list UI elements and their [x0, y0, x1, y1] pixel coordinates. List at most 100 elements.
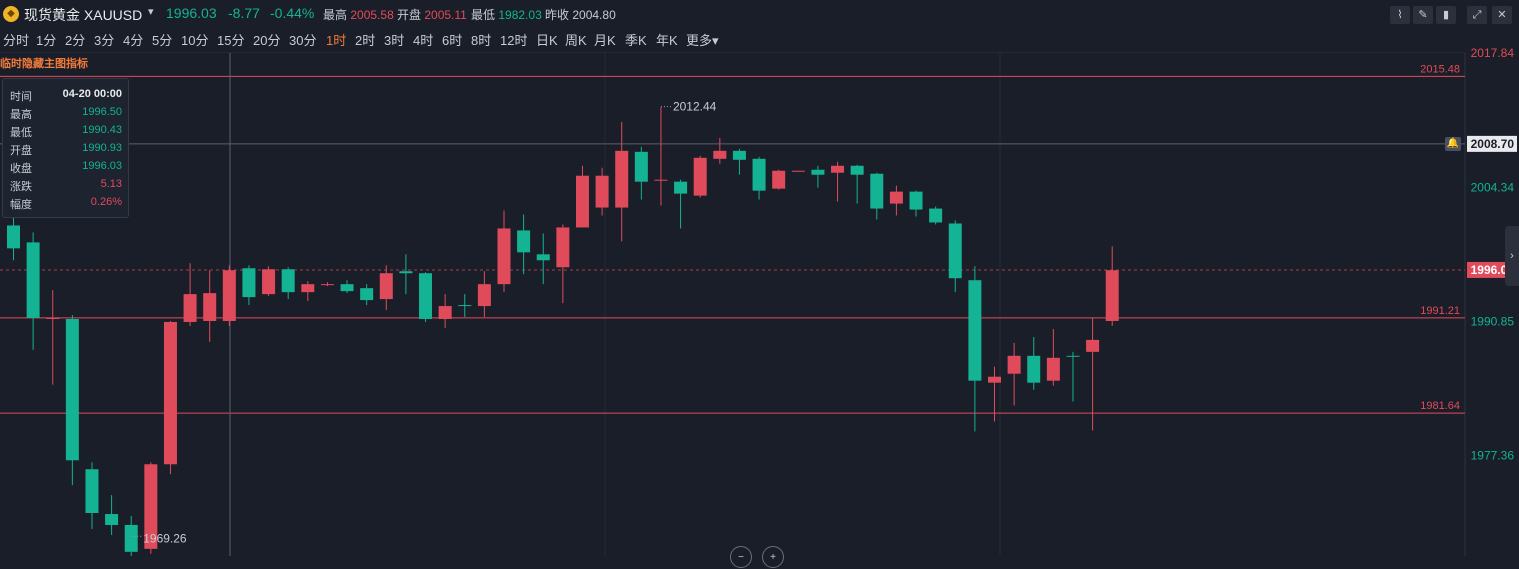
candle-body	[163, 321, 177, 465]
y-axis-tick: 1990.85	[1471, 314, 1515, 328]
period-13[interactable]: 4时	[413, 33, 434, 48]
close-icon[interactable]: ✕	[1492, 6, 1512, 24]
tooltip-key: 最低	[10, 127, 32, 139]
tooltip-value: 1990.93	[82, 142, 122, 154]
last-price: 1996.03	[166, 5, 217, 21]
period-7[interactable]: 15分	[217, 33, 245, 48]
max-label: 2012.44	[673, 100, 717, 114]
line-chart-icon[interactable]: ⌇	[1390, 6, 1410, 24]
period-12[interactable]: 3时	[384, 33, 405, 48]
candle-body	[811, 169, 825, 175]
period-5[interactable]: 5分	[152, 33, 173, 48]
candle-body	[183, 294, 197, 322]
period-19[interactable]: 月K	[594, 33, 616, 48]
tooltip-key: 时间	[10, 91, 32, 103]
stat-prev-value: 2004.80	[572, 8, 616, 22]
instrument-title[interactable]: 现货黄金 XAUUSD	[24, 5, 142, 25]
gold-coin-icon: ◆	[3, 6, 19, 22]
candle-body	[1086, 339, 1100, 352]
period-10[interactable]: 1时	[326, 33, 347, 48]
tooltip-value: 04-20 00:00	[62, 88, 122, 100]
period-14[interactable]: 6时	[442, 33, 463, 48]
y-axis-tick: 1977.36	[1471, 449, 1515, 463]
fullscreen-icon[interactable]: ⤢	[1467, 6, 1487, 24]
stat-open-label: 开盘	[397, 8, 422, 22]
period-2[interactable]: 2分	[65, 33, 86, 48]
candle-body	[595, 175, 609, 208]
period-0[interactable]: 分时	[3, 33, 30, 48]
candle-body	[340, 284, 354, 292]
candle-body	[1027, 355, 1041, 383]
price-change: -8.77	[228, 5, 260, 21]
tooltip-key: 最高	[10, 109, 32, 121]
stat-high-label: 最高	[323, 8, 348, 22]
candle-body	[144, 464, 158, 549]
candle-body	[1066, 355, 1080, 357]
bell-icon[interactable]: 🔔	[1445, 137, 1461, 151]
draw-pencil-icon[interactable]: ✎	[1413, 6, 1433, 24]
candle-body	[458, 305, 472, 307]
candle-body	[7, 225, 20, 249]
candle-body	[399, 271, 413, 274]
candle-body	[242, 268, 256, 298]
level-label: 1981.64	[1420, 400, 1460, 412]
candle-body	[320, 284, 334, 286]
candle-body	[713, 150, 727, 159]
candle-body	[791, 170, 805, 172]
period-4[interactable]: 4分	[123, 33, 144, 48]
candle-body	[203, 293, 217, 321]
candle-body	[536, 254, 550, 261]
stat-open-value: 2005.11	[424, 8, 467, 22]
price-change-pct: -0.44%	[270, 5, 315, 21]
period-6[interactable]: 10分	[181, 33, 209, 48]
candle-body	[968, 280, 982, 381]
tooltip-value: 5.13	[100, 178, 122, 190]
period-17[interactable]: 日K	[536, 33, 558, 48]
stat-high: 最高 2005.58	[323, 6, 394, 23]
tooltip-value: 1990.43	[82, 124, 122, 136]
tooltip-row: 时间 04-20 00:00	[10, 88, 122, 106]
period-15[interactable]: 8时	[471, 33, 492, 48]
candle-body	[693, 157, 707, 196]
y-axis-tick: 2017.84	[1471, 46, 1515, 60]
crosshair-price-box	[1467, 135, 1517, 152]
period-1[interactable]: 1分	[36, 33, 57, 48]
tooltip-key: 开盘	[10, 145, 32, 157]
period-16[interactable]: 12时	[500, 33, 528, 48]
quote-header: ◆ 现货黄金 XAUUSD ▾ 1996.03 -8.77 -0.44% 最高 …	[0, 0, 1519, 28]
period-11[interactable]: 2时	[355, 33, 376, 48]
zoom-out-icon[interactable]: −	[730, 546, 752, 568]
chevron-down-icon[interactable]: ▾	[148, 6, 154, 18]
instrument-name: 现货黄金	[24, 7, 80, 23]
candle-body	[909, 191, 923, 210]
stat-low-value: 1982.03	[498, 8, 542, 22]
candle-body	[46, 318, 60, 319]
period-21[interactable]: 年K	[656, 33, 678, 48]
period-22[interactable]: 更多▾	[686, 33, 719, 48]
side-panel-toggle[interactable]: ›	[1505, 226, 1519, 286]
candle-body	[615, 150, 629, 208]
min-label: 1969.26	[143, 531, 187, 545]
candle-body	[262, 269, 276, 295]
period-3[interactable]: 3分	[94, 33, 115, 48]
candle-style-icon[interactable]: ▮	[1436, 6, 1456, 24]
candle-body	[360, 288, 374, 301]
current-price-box	[1467, 261, 1517, 278]
tooltip-value: 0.26%	[90, 196, 122, 208]
period-8[interactable]: 20分	[253, 33, 281, 48]
candle-body	[654, 179, 668, 181]
stat-high-value: 2005.58	[350, 8, 394, 22]
candle-body	[556, 227, 570, 268]
zoom-in-icon[interactable]: +	[762, 546, 784, 568]
level-label: 1991.21	[1420, 305, 1460, 317]
candle-body	[870, 173, 884, 209]
period-20[interactable]: 季K	[625, 33, 647, 48]
ohlc-tooltip: 时间 04-20 00:00 最高 1996.50 最低 1990.43 开盘 1990.93…	[2, 78, 129, 218]
period-9[interactable]: 30分	[289, 33, 317, 48]
period-18[interactable]: 周K	[565, 33, 587, 48]
candle-body	[831, 165, 845, 173]
candle-body	[1046, 357, 1060, 381]
hide-indicator-toggle[interactable]: 临时隐藏主图指标	[0, 58, 88, 70]
candlestick-chart[interactable]: 2015.48 1991.21 1981.64 2012.44 1969.26 2017.…	[0, 0, 1519, 556]
candle-body	[772, 170, 786, 189]
